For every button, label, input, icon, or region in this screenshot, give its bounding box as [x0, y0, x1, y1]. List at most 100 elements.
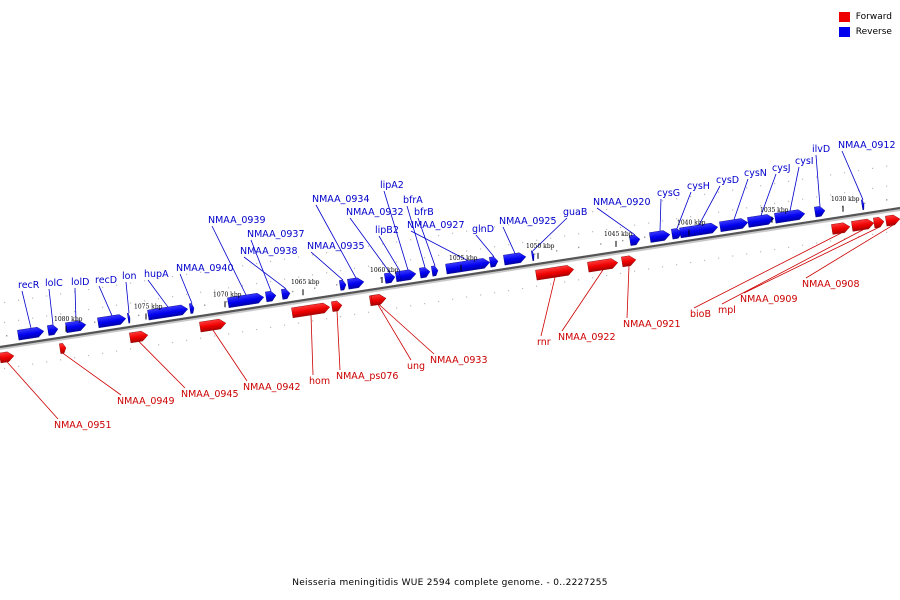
guide-dot	[284, 278, 286, 280]
guide-dot	[186, 273, 188, 275]
guide-dot	[242, 331, 244, 333]
guide-dot	[256, 262, 258, 265]
guide-dot	[648, 222, 650, 224]
guide-dot	[74, 291, 76, 293]
gene-label-recd: recD	[95, 275, 117, 286]
guide-dot	[466, 296, 468, 298]
gene-lolc	[47, 324, 59, 336]
leader-line	[502, 226, 516, 254]
guide-dot	[410, 239, 412, 241]
leader-line	[211, 225, 247, 296]
guide-dot	[802, 178, 804, 180]
gene-label-nmaa-0921: NMAA_0921	[623, 319, 681, 330]
guide-dot	[18, 319, 20, 321]
guide-dot	[676, 218, 678, 220]
guide-dot	[704, 193, 706, 195]
guide-dot	[886, 165, 888, 167]
genome-backbone	[0, 206, 900, 349]
scale-dot	[94, 321, 96, 323]
leader-line	[179, 273, 193, 304]
scale-tick-label: 1065 kbp	[291, 279, 320, 286]
gene-label-bfra: bfrA	[403, 195, 423, 206]
guide-dot	[732, 209, 734, 211]
guide-dot	[508, 290, 510, 292]
gene-label-rnr: rnr	[537, 337, 551, 348]
gene-nmaa-0939	[227, 293, 265, 308]
guide-dot	[746, 207, 748, 209]
guide-dot	[872, 187, 874, 190]
guide-dot	[158, 298, 160, 300]
gene-label-nmaa-0934: NMAA_0934	[312, 194, 370, 205]
gene-rnr	[535, 265, 575, 281]
guide-dot	[760, 185, 762, 187]
gene-nmaa-0932	[384, 272, 396, 284]
guide-dot	[312, 320, 314, 322]
gene-label-nmaa-0951: NMAA_0951	[54, 420, 112, 431]
gene-label-ilvd: ilvD	[812, 144, 830, 155]
gene-lipa2	[399, 269, 417, 282]
leader-line	[147, 279, 169, 308]
leader-line	[310, 314, 314, 376]
gene-hom	[291, 302, 331, 319]
guide-dot	[60, 359, 62, 361]
scale-dot	[380, 277, 382, 279]
gene-label-guab: guaB	[563, 207, 587, 218]
gene-bfrb	[431, 265, 439, 277]
guide-dot	[452, 232, 454, 234]
leader-line	[243, 256, 287, 290]
gene-lon	[127, 312, 131, 324]
guide-dot	[438, 234, 440, 237]
leader-line	[250, 239, 272, 292]
guide-dot	[564, 281, 566, 283]
guide-dot	[494, 292, 496, 294]
gene-nmaa-0934	[347, 277, 365, 290]
guide-dot	[676, 198, 678, 200]
guide-dot	[620, 226, 622, 228]
gene-nmaa-0921	[621, 255, 637, 268]
legend-reverse-label: Reverse	[855, 26, 892, 37]
guide-dot	[186, 293, 188, 295]
gene-label-nmaa-ps076: NMAA_ps076	[336, 371, 398, 382]
guide-dot	[382, 263, 384, 265]
guide-dot	[522, 241, 524, 244]
guide-dot	[606, 274, 608, 277]
guide-dot	[396, 241, 398, 243]
gene-nmaa-0933	[371, 294, 387, 306]
guide-dot	[382, 309, 384, 311]
gene-label-nmaa-0938: NMAA_0938	[240, 246, 298, 257]
scale-dot	[336, 284, 338, 286]
guide-dot	[172, 341, 174, 344]
guide-dot	[536, 239, 538, 241]
guide-dot	[60, 293, 62, 295]
guide-dot	[102, 286, 104, 288]
guide-dot	[802, 198, 804, 200]
guide-dot	[74, 357, 76, 359]
guide-dot	[158, 344, 160, 346]
guide-dot	[858, 235, 860, 238]
gene-nmaa-0908	[885, 214, 900, 227]
guide-dot	[116, 304, 118, 306]
guide-dot	[298, 256, 300, 258]
guide-dot	[774, 248, 776, 251]
guide-dot	[690, 261, 692, 264]
leader-line	[336, 310, 341, 371]
guide-dot	[88, 288, 90, 291]
leader-line	[596, 207, 636, 236]
gene-label-nmaa-0949: NMAA_0949	[117, 396, 175, 407]
leader-line	[349, 217, 391, 274]
guide-dot	[452, 252, 454, 254]
gene-label-nmaa-0933: NMAA_0933	[430, 355, 488, 366]
guide-dot	[830, 174, 832, 176]
gene-bfra	[419, 267, 431, 279]
guide-dot	[396, 261, 398, 263]
leader-line	[676, 191, 692, 229]
gene-label-cysd: cysD	[716, 175, 739, 186]
guide-dot	[690, 215, 692, 218]
guide-dot	[508, 224, 510, 226]
guide-dot	[620, 206, 622, 208]
guide-dot	[186, 339, 188, 341]
guide-dot	[886, 231, 888, 233]
guide-dot	[578, 213, 580, 215]
guide-dot	[382, 243, 384, 245]
